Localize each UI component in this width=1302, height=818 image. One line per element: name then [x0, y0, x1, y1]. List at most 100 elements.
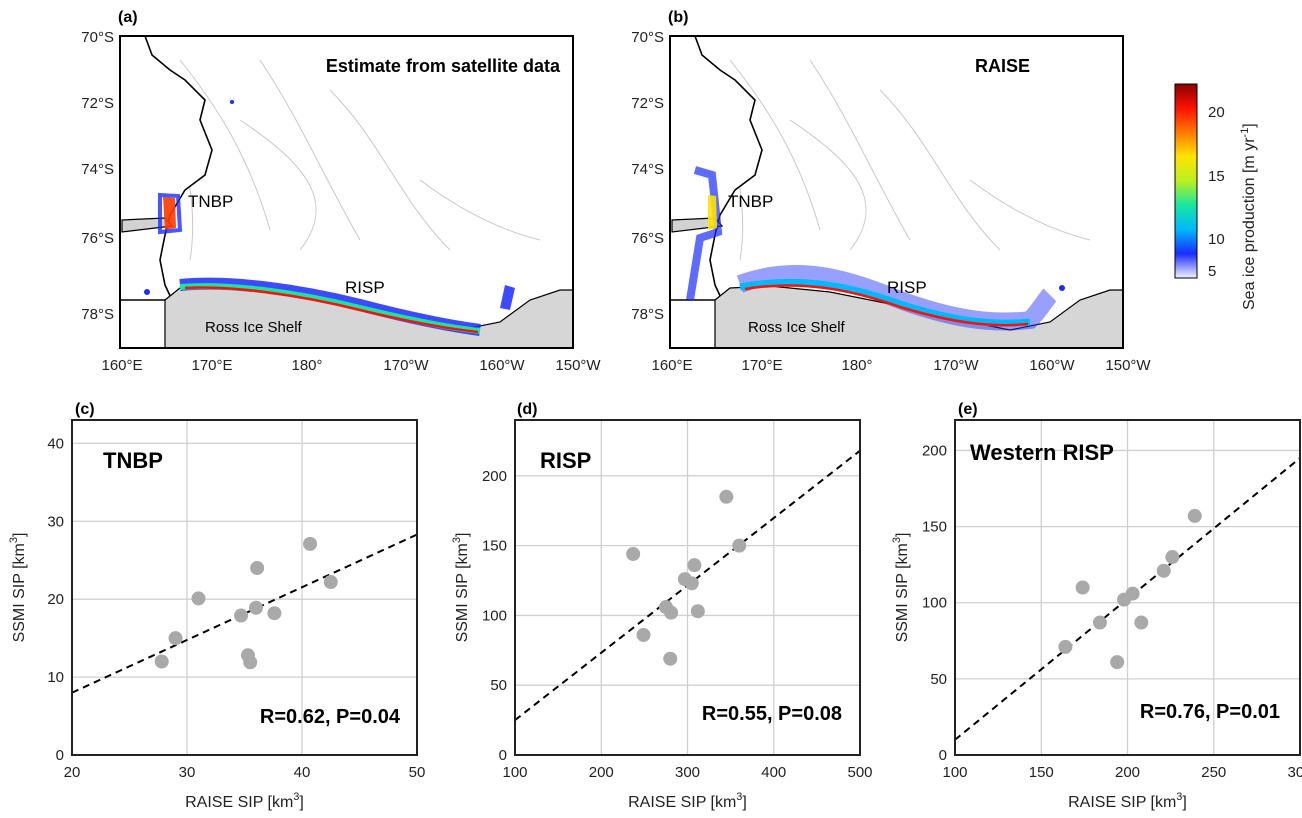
label-risp-a: RISP — [345, 278, 385, 297]
lat-tick: 74°S — [631, 161, 664, 178]
colorbar-tick: 15 — [1208, 168, 1225, 185]
ice-shelf — [714, 285, 1123, 348]
scatter-panel-e: 100 150 200 250 300 0 50 100 150 200 RAISE SIP [km… — [891, 401, 1302, 811]
data-point — [1134, 615, 1149, 630]
lat-tick: 78°S — [81, 306, 114, 323]
x-tick-label: 100 — [502, 764, 527, 781]
x-tick-label: 30 — [179, 764, 196, 781]
map-a-background — [120, 36, 573, 348]
x-tick-label: 300 — [1287, 764, 1302, 781]
chart-title: RISP — [540, 448, 591, 473]
data-point — [1187, 508, 1202, 523]
data-point — [234, 608, 249, 623]
chart-title: Western RISP — [970, 440, 1114, 465]
lat-tick: 74°S — [81, 161, 114, 178]
lon-tick: 170°E — [191, 357, 232, 374]
scatter-panel-c: 20 30 40 50 0 10 20 30 40 RAISE SIP [km3] SSMI SIP… — [8, 401, 425, 811]
panel-label: (d) — [517, 401, 537, 418]
x-tick-label: 300 — [675, 764, 700, 781]
y-tick-label: 50 — [490, 677, 507, 694]
y-axis-label: SSMI SIP [km3] — [451, 533, 471, 643]
coastline-west — [670, 36, 763, 301]
plot-area — [72, 420, 417, 755]
x-tick-label: 150 — [1029, 764, 1054, 781]
scatter-panel-d: 100 200 300 400 500 0 50 100 150 200 RAISE SIP [km… — [451, 401, 873, 811]
map-panel-a: (a) Estimate from satellite data TNBP RI… — [81, 9, 601, 374]
y-tick-label: 40 — [47, 435, 64, 452]
plot-content — [955, 457, 1300, 741]
data-point — [1125, 586, 1140, 601]
plot-frame — [71, 419, 418, 756]
plot-content — [515, 449, 860, 721]
x-tick-label: 20 — [64, 764, 81, 781]
colorbar-gradient — [1174, 83, 1198, 279]
x-tick-label: 200 — [1115, 764, 1140, 781]
lat-tick: 76°S — [81, 230, 114, 247]
data-point — [719, 489, 734, 504]
x-tick-label: 250 — [1201, 764, 1226, 781]
correlation-annotation: R=0.76, P=0.01 — [1140, 701, 1280, 723]
lon-tick: 180° — [841, 357, 872, 374]
plot-frame — [954, 419, 1301, 756]
map-b-frame — [669, 35, 1124, 349]
data-point — [250, 561, 265, 576]
data-point — [687, 558, 702, 573]
label-ice-shelf-a: Ross Ice Shelf — [205, 319, 303, 336]
colorbar-label: Sea ice production [m yr-1] — [1239, 123, 1258, 310]
data-point — [323, 575, 338, 590]
label-tnbp-a: TNBP — [188, 192, 233, 211]
y-axis-label: SSMI SIP [km3] — [891, 533, 911, 643]
label-risp-b: RISP — [887, 278, 927, 297]
x-tick-label: 400 — [761, 764, 786, 781]
x-axis-label: RAISE SIP [km3] — [1068, 791, 1187, 811]
lat-tick: 72°S — [81, 95, 114, 112]
panel-label: (c) — [75, 401, 95, 418]
data-point — [1156, 563, 1171, 578]
coastline-west — [120, 36, 213, 301]
x-tick-label: 100 — [942, 764, 967, 781]
data-point — [636, 627, 651, 642]
y-tick-label: 50 — [930, 671, 947, 688]
colorbar-tick: 20 — [1208, 104, 1225, 121]
lat-tick: 72°S — [631, 95, 664, 112]
data-point — [690, 604, 705, 619]
lat-tick: 70°S — [81, 29, 114, 46]
lat-tick: 76°S — [631, 230, 664, 247]
data-point — [191, 591, 206, 606]
y-axis-label: SSMI SIP [km3] — [8, 533, 28, 643]
data-point — [267, 606, 282, 621]
data-point — [626, 547, 641, 561]
label-ice-shelf-b: Ross Ice Shelf — [748, 319, 846, 336]
label-tnbp-b: TNBP — [728, 192, 773, 211]
y-tick-label: 200 — [482, 468, 507, 485]
map-a-lat-ticks: 70°S 72°S 74°S 76°S 78°S — [81, 29, 114, 323]
x-tick-label: 50 — [409, 764, 426, 781]
y-tick-label: 30 — [47, 513, 64, 530]
x-tick-label: 500 — [847, 764, 872, 781]
y-tick-label: 200 — [922, 442, 947, 459]
lon-tick: 170°E — [741, 357, 782, 374]
map-b-lat-ticks: 70°S 72°S 74°S 76°S 78°S — [631, 29, 664, 323]
y-tick-label: 100 — [922, 595, 947, 612]
data-point — [303, 536, 318, 551]
x-tick-label: 200 — [589, 764, 614, 781]
x-tick-label: 40 — [294, 764, 311, 781]
map-panel-b: (b) RAISE TNBP RISP Ross Ice Shelf 70°S … — [631, 9, 1151, 374]
lon-tick: 160°E — [651, 357, 692, 374]
data-point — [1058, 639, 1073, 654]
data-point — [168, 631, 183, 646]
y-tick-label: 150 — [482, 538, 507, 555]
lon-tick: 170°W — [383, 357, 429, 374]
panel-label-a: (a) — [118, 9, 138, 26]
y-tick-label: 0 — [56, 747, 64, 764]
y-tick-label: 150 — [922, 519, 947, 536]
map-b-lon-ticks: 160°E 170°E 180° 170°W 160°W 150°W — [651, 357, 1151, 374]
correlation-annotation: R=0.55, P=0.08 — [702, 703, 842, 725]
map-a-lon-ticks: 160°E 170°E 180° 170°W 160°W 150°W — [101, 357, 601, 374]
y-tick-label: 100 — [482, 607, 507, 624]
lon-tick: 160°W — [1029, 357, 1075, 374]
y-tick-label: 20 — [47, 591, 64, 608]
polynya-tnbp — [686, 166, 723, 301]
map-a-title: Estimate from satellite data — [326, 56, 561, 76]
